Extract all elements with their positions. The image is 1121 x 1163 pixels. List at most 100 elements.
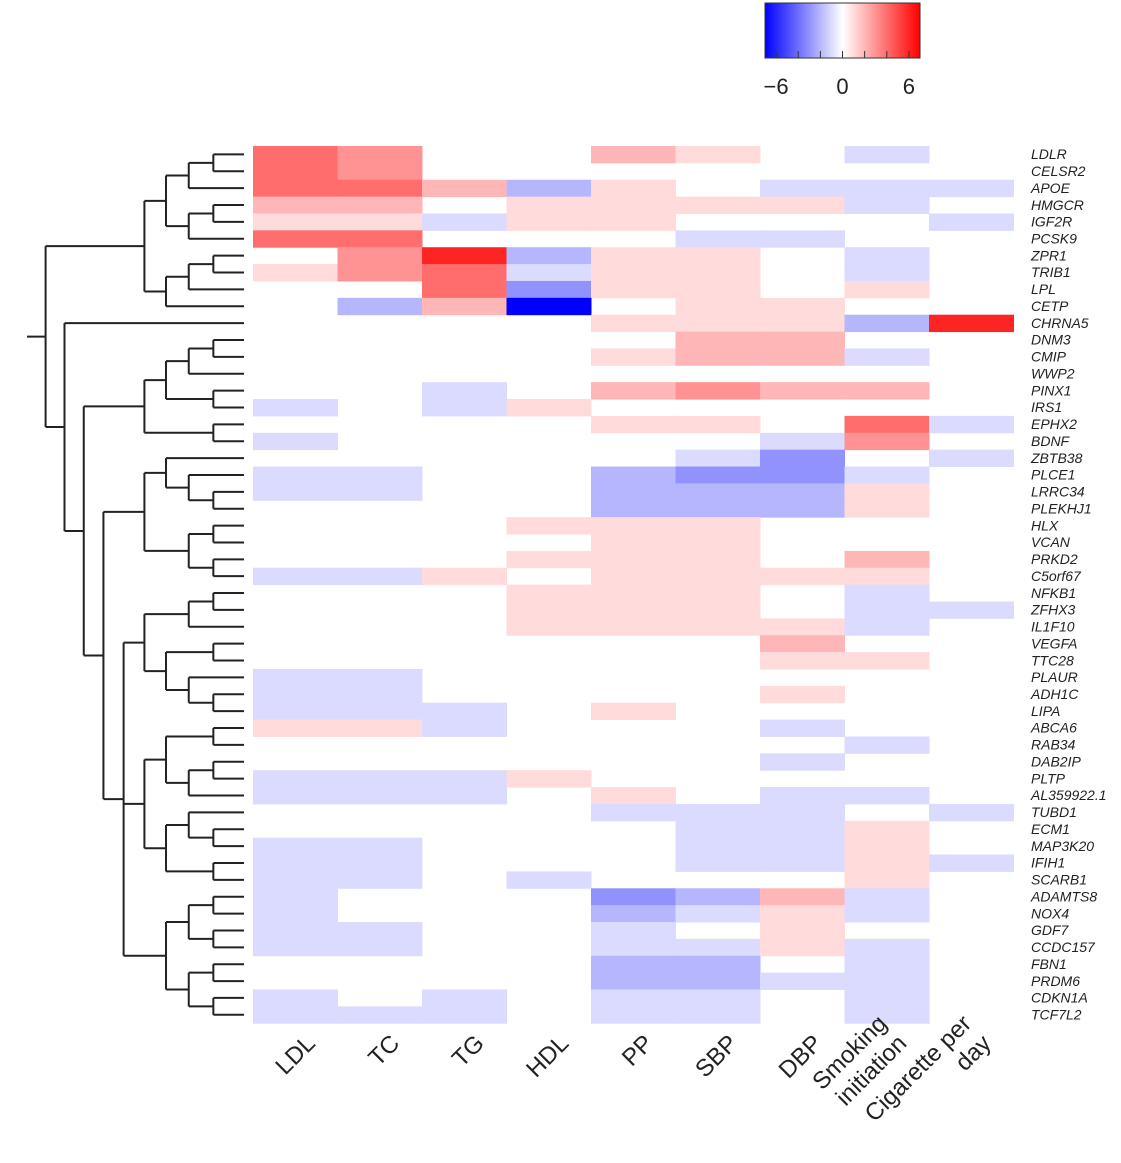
heatmap-cell [675, 854, 761, 872]
heatmap-cell [337, 787, 423, 805]
heatmap-cell [675, 601, 761, 619]
row-label: LDLR [1031, 146, 1067, 162]
row-label: HMGCR [1031, 197, 1084, 213]
heatmap-cell [760, 483, 845, 501]
heatmap-cell [760, 652, 845, 670]
heatmap-cell [253, 989, 338, 1007]
heatmap-cell [253, 567, 338, 586]
heatmap-cell [760, 972, 845, 990]
row-label: LPL [1031, 281, 1056, 297]
heatmap-cell [675, 820, 761, 839]
row-label: ZFHX3 [1030, 602, 1076, 618]
heatmap-cell [844, 196, 930, 214]
heatmap-cell [337, 938, 423, 957]
row-label: LRRC34 [1031, 484, 1085, 500]
heatmap-cell [337, 871, 423, 889]
heatmap-cell [422, 770, 507, 788]
row-label: FBN1 [1031, 956, 1067, 972]
column-label: TG [447, 1030, 490, 1073]
heatmap-cell [253, 787, 338, 805]
heatmap-cell [591, 348, 676, 366]
row-label: NFKB1 [1031, 585, 1076, 601]
heatmap-cell [675, 803, 761, 822]
row-label: PLCE1 [1031, 467, 1075, 483]
heatmap-cell [760, 466, 845, 484]
column-label: PP [617, 1030, 659, 1072]
row-label: ABCA6 [1030, 720, 1077, 736]
row-label: ZBTB38 [1030, 450, 1083, 466]
heatmap-cell [506, 196, 592, 214]
heatmap-cell [844, 348, 930, 366]
heatmap-cell [760, 230, 845, 248]
heatmap-cell [506, 297, 592, 316]
heatmap-cell [760, 348, 845, 366]
column-label-line: LDL [270, 1030, 320, 1080]
heatmap-cell [591, 803, 676, 822]
heatmap-cell [337, 719, 423, 737]
row-label: IRS1 [1031, 399, 1062, 415]
column-label-line: HDL [521, 1030, 574, 1083]
heatmap-cell [422, 399, 507, 417]
row-label: MAP3K20 [1031, 838, 1094, 854]
row-label: PLEKHJ1 [1031, 500, 1092, 516]
heatmap-cell [760, 618, 845, 636]
heatmap-cell [591, 601, 676, 619]
row-label: TRIB1 [1031, 264, 1071, 280]
column-label: SBP [690, 1030, 743, 1083]
heatmap-cell [929, 449, 1014, 468]
heatmap-cell [253, 854, 338, 872]
heatmap-cell [929, 213, 1014, 231]
row-label: RAB34 [1031, 737, 1076, 753]
heatmap-cell [929, 803, 1014, 822]
row-label: TTC28 [1031, 652, 1074, 668]
heatmap-cell [591, 483, 676, 501]
heatmap-cell [253, 702, 338, 721]
heatmap-cell [591, 567, 676, 586]
heatmap-cell [675, 500, 761, 518]
heatmap-cell [844, 871, 930, 889]
heatmap-cell [591, 500, 676, 518]
heatmap-cell [675, 196, 761, 214]
heatmap-cell [929, 854, 1014, 872]
heatmap-cell [760, 449, 845, 468]
row-label: APOE [1030, 180, 1071, 196]
row-label: PLAUR [1031, 669, 1078, 685]
heatmap-cell [337, 179, 423, 198]
heatmap-cell [675, 1006, 761, 1024]
row-label: CELSR2 [1031, 163, 1086, 179]
heatmap-cell [844, 820, 930, 839]
heatmap-cell [844, 1006, 930, 1024]
heatmap-cell [760, 635, 845, 653]
row-label: CHRNA5 [1031, 315, 1089, 331]
heatmap-cell [760, 500, 845, 518]
heatmap-cell [591, 196, 676, 214]
heatmap-cell [253, 1006, 338, 1024]
heatmap-cell [760, 905, 845, 923]
heatmap-cell [337, 483, 423, 501]
heatmap-cell [506, 517, 592, 535]
heatmap-cell [844, 314, 930, 333]
heatmap-cell [591, 1006, 676, 1024]
heatmap-cell [591, 534, 676, 552]
heatmap-cell [591, 179, 676, 198]
row-label: NOX4 [1031, 905, 1069, 921]
heatmap-cell [675, 331, 761, 349]
heatmap-cell [337, 230, 423, 248]
heatmap-cell [422, 247, 507, 265]
legend-tick-label: 6 [903, 74, 915, 99]
heatmap-cell [422, 1006, 507, 1024]
heatmap-cell [760, 803, 845, 822]
heatmap-cell [591, 314, 676, 333]
heatmap-cell [844, 146, 930, 164]
heatmap-cell [422, 719, 507, 737]
heatmap-cell [844, 601, 930, 619]
heatmap-cell [675, 415, 761, 434]
heatmap-cell [422, 567, 507, 586]
heatmap-cell [929, 601, 1014, 619]
row-label: IGF2R [1031, 214, 1072, 230]
row-label: TCF7L2 [1031, 1007, 1082, 1023]
row-label: VEGFA [1031, 635, 1077, 651]
row-label: AL359922.1 [1030, 787, 1107, 803]
heatmap-cell [591, 938, 676, 957]
row-label: ECM1 [1031, 821, 1070, 837]
